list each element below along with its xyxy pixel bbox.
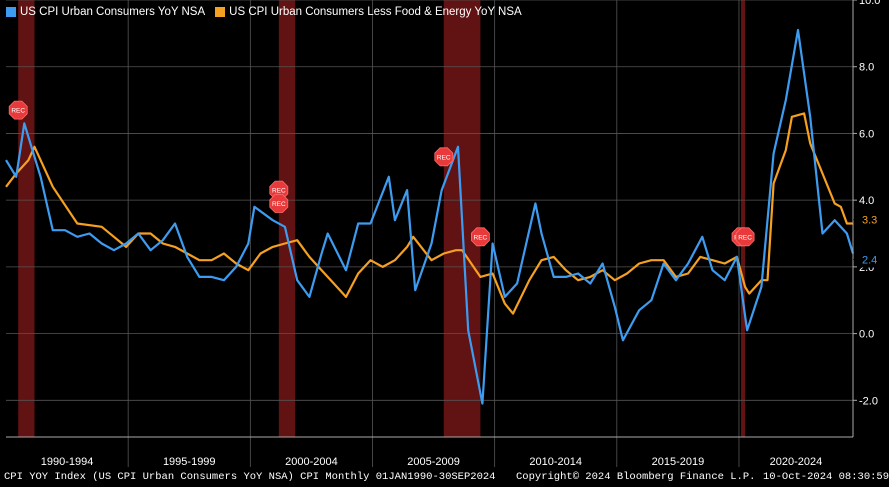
last-value-tag-core: 3.3 [853,211,883,228]
footer-source: CPI YOY Index (US CPI Urban Consumers Yo… [4,471,496,483]
recession-marker: REC [8,100,28,120]
recession-marker-shape [434,147,454,167]
last-value-bg [853,251,883,268]
recession-band [741,0,746,437]
recession-marker: REC [269,194,289,213]
x-tick-label: 1990-1994 [41,456,94,468]
y-tick-label: 8.0 [859,62,874,74]
y-tick-label: 10.0 [859,0,880,7]
recession-marker-label: REC [474,234,488,241]
recession-marker: REC [470,227,490,247]
y-tick-label: 6.0 [859,128,874,140]
recession-marker-shape [470,227,490,247]
last-value-bg [853,211,883,228]
recession-marker-shape [269,194,289,213]
footer-copyright: Copyright© 2024 Bloomberg Finance L.P. [516,471,756,483]
x-tick-label: 2010-2014 [529,456,582,468]
last-value-tag-cpi: 2.4 [853,251,883,268]
footer-timestamp: 10-Oct-2024 08:30:59 [763,471,889,483]
recession-marker-label: REC [11,108,25,115]
footer: CPI YOY Index (US CPI Urban Consumers Yo… [0,468,889,487]
x-tick-label: 2020-2024 [770,456,823,468]
x-tick-label: 2015-2019 [652,456,705,468]
recession-band [278,0,296,437]
y-tick-label: 0.0 [859,329,874,341]
legend-swatch-core [215,7,226,17]
x-tick-label: 2000-2004 [285,456,338,468]
recession-marker: REC [735,227,755,247]
recession-marker-shape [735,227,755,247]
y-tick-label: 4.0 [859,195,874,207]
recession-marker-label: REC [272,188,286,195]
last-value-label: 3.3 [862,215,877,227]
y-tick-label: -2.0 [859,395,878,407]
recession-marker-shape [8,100,28,120]
legend-label-cpi: US CPI Urban Consumers YoY NSA [20,6,206,18]
recession-marker-label: REC [272,201,286,208]
legend: US CPI Urban Consumers YoY NSA US CPI Ur… [6,3,522,21]
x-tick-label: 1995-1999 [163,456,216,468]
last-value-label: 2.4 [862,255,877,267]
recession-marker: REC [434,147,454,167]
recession-markers: RECRECRECRECRECRECREC [8,100,755,247]
series-lines [5,28,855,405]
recession-marker-label: REC [437,154,451,161]
series-line-core [5,112,853,315]
x-tick-label: 2005-2009 [407,456,460,468]
legend-label-core: US CPI Urban Consumers Less Food & Energ… [229,6,522,18]
recession-band [18,0,35,437]
recession-marker-label: REC [738,234,752,241]
recession-bands [18,0,746,437]
legend-swatch-cpi [6,7,16,17]
series-line-cpi [5,28,855,405]
